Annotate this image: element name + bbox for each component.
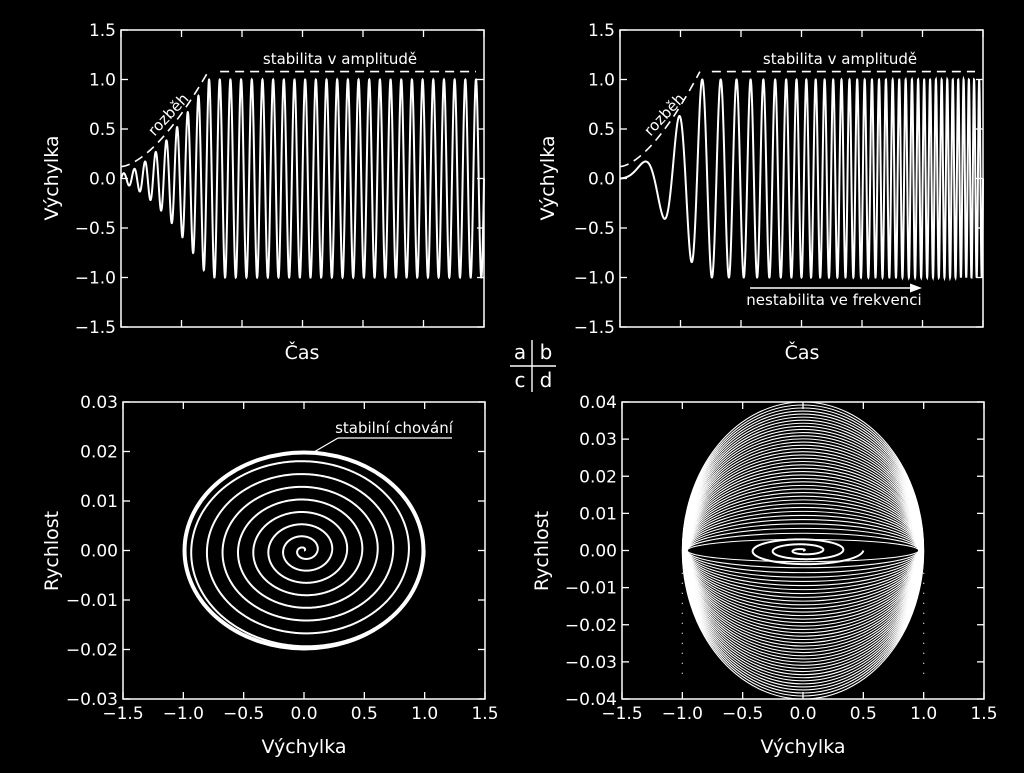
panel-letter-a: a [514,340,526,364]
x-tick-label: 1.5 [970,704,997,724]
plot-frame [621,401,985,700]
plot-frame [619,29,984,328]
x-tick-label: −1.0 [163,704,204,724]
y-tick-label: −0.03 [66,690,118,710]
panel-letter-b: b [540,340,553,364]
y-tick-label: 0.5 [89,120,116,140]
oscillation-line [619,75,984,282]
annotation-startup: rozběh [144,90,192,140]
arrow-head [910,283,922,293]
y-tick-label: 1.0 [588,71,615,91]
y-tick-label: 0.00 [80,542,118,562]
panel-d: −0.04 −0.03 −0.02 −0.01 0.00 0.01 0.02 0.03 0.04… [531,393,998,758]
y-tick-label: 0.02 [579,467,617,487]
y-axis-label: Rychlost [41,511,63,591]
x-tick-label: −1.5 [102,704,143,724]
y-tick-label: 0.0 [588,170,615,190]
y-tick-label: 0.02 [80,443,118,463]
oscillation-line [120,77,485,280]
y-tick-label: −1.5 [75,318,116,338]
limit-cycle [182,450,426,651]
annotation-startup: rozběh [640,90,688,140]
y-tick-label: −0.03 [565,653,617,673]
panel-c: −0.03 −0.02 −0.01 0.00 0.01 0.02 0.03 −1.5 −1.0−… [41,393,499,758]
y-tick-label: 0.5 [588,120,615,140]
inner-spiral [751,538,865,566]
plot-frame [122,401,486,700]
panel-letter-c: c [515,368,526,392]
y-tick-label: 0.0 [89,170,116,190]
panel-a: −1.5 −1.0 −0.5 0.0 0.5 1.0 1.5 Čas Výchylka st… [41,21,485,364]
x-tick-label: 1.0 [910,704,937,724]
x-tick-label: 1.5 [471,704,498,724]
y-tick-label: −0.01 [66,591,118,611]
x-axis-label: Čas [285,340,320,364]
y-tick-label: 1.0 [89,71,116,91]
envelope-line [619,70,975,168]
x-axis-label: Výchylka [760,736,845,758]
x-axis-label: Čas [785,340,820,364]
x-tick-label: −0.5 [223,704,264,724]
y-tick-label: 0.03 [80,393,118,413]
y-tick-label: −1.0 [574,269,615,289]
y-tick-label: −0.02 [66,641,118,661]
phase-spiral [190,460,426,648]
y-axis-label: Výchylka [537,135,559,220]
y-axis-label: Výchylka [41,135,63,220]
annotation-leader [313,437,339,453]
phase-spiral [681,401,925,700]
y-tick-label: 0.01 [80,492,118,512]
x-tick-label: 0.0 [290,704,317,724]
y-tick-label: −0.04 [565,690,617,710]
x-tick-label: 1.0 [411,704,438,724]
y-tick-label: −0.01 [565,579,617,599]
plot-frame [120,29,485,328]
x-tick-label: 0.5 [850,704,877,724]
annotation-amplitude-stability: stabilita v amplitudě [263,50,417,68]
y-tick-label: 1.5 [89,21,116,41]
panel-b: −1.5 −1.0 −0.5 0.0 0.5 1.0 1.5 Čas Výchylka st… [537,21,984,364]
y-tick-label: 0.03 [579,430,617,450]
x-tick-label: −1.0 [662,704,703,724]
panel-letter-d: d [540,368,553,392]
annotation-stable-behavior: stabilní chování [335,419,454,437]
y-tick-label: −1.5 [574,318,615,338]
x-tick-label: −1.5 [601,704,642,724]
y-tick-label: −0.5 [574,219,615,239]
x-tick-label: 0.0 [789,704,816,724]
y-tick-label: 0.00 [579,542,617,562]
x-tick-label: −0.5 [722,704,763,724]
annotation-amplitude-stability: stabilita v amplitudě [763,50,917,68]
y-tick-label: −0.02 [565,616,617,636]
y-tick-label: 0.01 [579,504,617,524]
x-axis-label: Výchylka [261,736,346,758]
y-tick-label: −1.0 [75,269,116,289]
y-tick-label: 0.04 [579,393,617,413]
panel-letter-grid: a b c d [510,340,556,392]
envelope-line [120,70,476,168]
y-tick-label: 1.5 [588,21,615,41]
annotation-frequency-instability: nestabilita ve frekvenci [746,291,921,309]
y-tick-label: −0.5 [75,219,116,239]
y-axis-label: Rychlost [531,511,553,591]
x-tick-label: 0.5 [351,704,378,724]
